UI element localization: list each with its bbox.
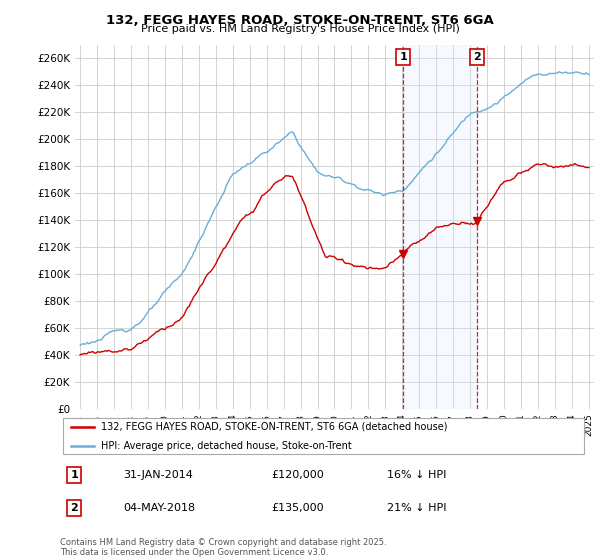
Text: HPI: Average price, detached house, Stoke-on-Trent: HPI: Average price, detached house, Stok…	[101, 441, 352, 451]
Text: 31-JAN-2014: 31-JAN-2014	[124, 470, 193, 480]
Text: 2: 2	[71, 503, 79, 513]
Text: 1: 1	[400, 52, 407, 62]
Text: 04-MAY-2018: 04-MAY-2018	[124, 503, 196, 513]
Text: Price paid vs. HM Land Registry's House Price Index (HPI): Price paid vs. HM Land Registry's House …	[140, 24, 460, 34]
Text: £135,000: £135,000	[271, 503, 324, 513]
Text: 132, FEGG HAYES ROAD, STOKE-ON-TRENT, ST6 6GA: 132, FEGG HAYES ROAD, STOKE-ON-TRENT, ST…	[106, 14, 494, 27]
Text: 132, FEGG HAYES ROAD, STOKE-ON-TRENT, ST6 6GA (detached house): 132, FEGG HAYES ROAD, STOKE-ON-TRENT, ST…	[101, 422, 448, 432]
Text: 1: 1	[71, 470, 79, 480]
Bar	[403, 45, 477, 409]
Text: Contains HM Land Registry data © Crown copyright and database right 2025.
This d: Contains HM Land Registry data © Crown c…	[60, 538, 386, 557]
Text: 2: 2	[473, 52, 481, 62]
Text: £120,000: £120,000	[271, 470, 324, 480]
Text: 21% ↓ HPI: 21% ↓ HPI	[388, 503, 447, 513]
Text: 16% ↓ HPI: 16% ↓ HPI	[388, 470, 447, 480]
FancyBboxPatch shape	[62, 418, 584, 454]
